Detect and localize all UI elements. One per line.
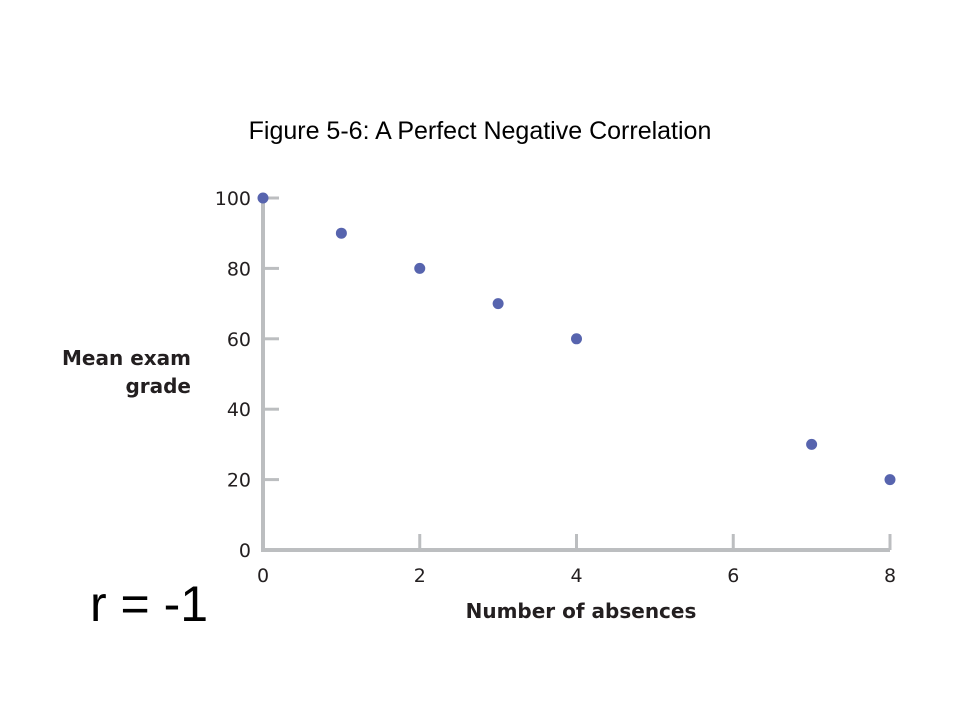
data-point xyxy=(257,192,269,204)
data-point xyxy=(414,262,426,274)
x-tick-label: 2 xyxy=(414,565,426,587)
x-tick-label: 6 xyxy=(727,565,739,587)
y-axis-label-line-2: grade xyxy=(125,374,191,398)
y-tick-label: 0 xyxy=(239,540,251,562)
y-tick-label: 80 xyxy=(227,258,251,280)
chart-title: Figure 5-6: A Perfect Negative Correlati… xyxy=(249,117,712,145)
x-tick-label: 0 xyxy=(257,565,269,587)
y-tick-label: 40 xyxy=(227,399,251,421)
y-axis-ticks: 0 20 40 60 80 100 xyxy=(215,188,279,562)
data-point xyxy=(806,438,818,450)
x-tick-label: 8 xyxy=(884,565,896,587)
correlation-annotation: r = -1 xyxy=(90,576,208,632)
data-point xyxy=(492,298,504,310)
data-point xyxy=(335,227,347,239)
y-tick-label: 60 xyxy=(227,329,251,351)
axes xyxy=(261,195,890,552)
y-axis-label-line-1: Mean exam xyxy=(62,346,191,370)
data-points xyxy=(257,192,896,486)
x-axis-label: Number of absences xyxy=(466,599,697,623)
x-tick-label: 4 xyxy=(570,565,582,587)
x-axis-ticks: 0 2 4 6 8 xyxy=(257,534,896,587)
data-point xyxy=(884,474,896,486)
y-tick-label: 20 xyxy=(227,470,251,492)
data-point xyxy=(571,333,582,345)
y-tick-label: 100 xyxy=(215,188,251,210)
